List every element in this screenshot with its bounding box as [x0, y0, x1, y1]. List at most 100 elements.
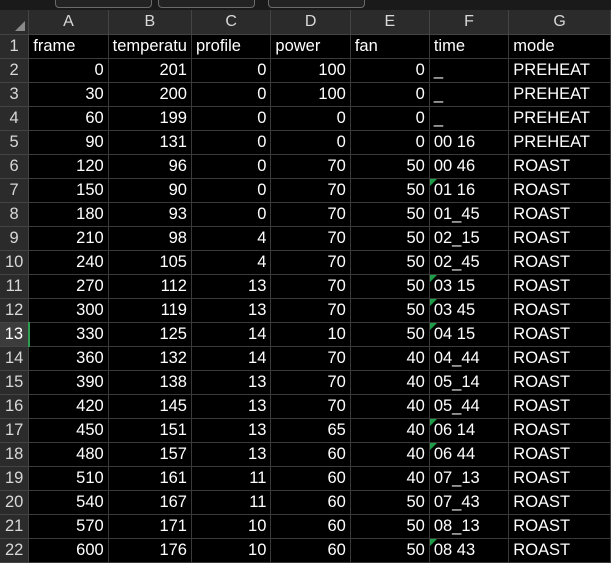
header-cell-mode[interactable]: mode	[508, 34, 611, 59]
cell-profile[interactable]: 4	[191, 250, 272, 275]
row-header[interactable]: 20	[0, 490, 30, 515]
cell-profile[interactable]: 13	[191, 298, 272, 323]
cell-power[interactable]: 70	[270, 370, 351, 395]
cell-power[interactable]: 60	[270, 490, 351, 515]
cell-temperature[interactable]: 201	[108, 58, 192, 83]
cell-power[interactable]: 100	[270, 58, 351, 83]
cell-power[interactable]: 70	[270, 346, 351, 371]
cell-profile[interactable]: 13	[191, 394, 272, 419]
cell-frame[interactable]: 210	[28, 226, 109, 251]
row-header[interactable]: 11	[0, 274, 30, 299]
row-header[interactable]: 4	[0, 106, 30, 131]
cell-frame[interactable]: 0	[28, 58, 109, 83]
header-cell-profile[interactable]: profile	[191, 34, 272, 59]
cell-frame[interactable]: 300	[28, 298, 109, 323]
cell-temperature[interactable]: 132	[108, 346, 192, 371]
cell-fan[interactable]: 50	[350, 178, 430, 203]
cell-power[interactable]: 60	[270, 514, 351, 539]
header-cell-temperature[interactable]: temperatu	[108, 34, 192, 59]
ribbon-tab[interactable]	[55, 0, 152, 8]
row-header[interactable]: 2	[0, 58, 30, 83]
cell-mode[interactable]: PREHEAT	[508, 82, 611, 107]
cell-mode[interactable]: ROAST	[508, 538, 611, 563]
cell-profile[interactable]: 11	[191, 466, 272, 491]
row-header[interactable]: 14	[0, 346, 30, 371]
cell-time[interactable]: 03 15	[429, 274, 510, 299]
cell-mode[interactable]: ROAST	[508, 442, 611, 467]
cell-time[interactable]: 00 16	[429, 130, 510, 155]
cell-temperature[interactable]: 119	[108, 298, 192, 323]
cell-frame[interactable]: 120	[28, 154, 109, 179]
cell-profile[interactable]: 10	[191, 538, 272, 563]
cell-profile[interactable]: 13	[191, 370, 272, 395]
cell-frame[interactable]: 240	[28, 250, 109, 275]
cell-temperature[interactable]: 98	[108, 226, 192, 251]
row-header[interactable]: 17	[0, 418, 30, 443]
cell-temperature[interactable]: 138	[108, 370, 192, 395]
row-header[interactable]: 21	[0, 514, 30, 539]
cell-mode[interactable]: ROAST	[508, 250, 611, 275]
cell-mode[interactable]: PREHEAT	[508, 58, 611, 83]
column-header-f[interactable]: F	[429, 10, 510, 35]
cell-mode[interactable]: ROAST	[508, 346, 611, 371]
cell-time[interactable]: _	[429, 58, 510, 83]
cell-time[interactable]: 01_45	[429, 202, 510, 227]
cell-fan[interactable]: 40	[350, 442, 430, 467]
cell-fan[interactable]: 0	[350, 58, 430, 83]
cell-temperature[interactable]: 157	[108, 442, 192, 467]
cell-power[interactable]: 60	[270, 466, 351, 491]
cell-temperature[interactable]: 96	[108, 154, 192, 179]
cell-frame[interactable]: 90	[28, 130, 109, 155]
cell-time[interactable]: 02_15	[429, 226, 510, 251]
cell-temperature[interactable]: 176	[108, 538, 192, 563]
cell-temperature[interactable]: 200	[108, 82, 192, 107]
cell-frame[interactable]: 570	[28, 514, 109, 539]
cell-mode[interactable]: ROAST	[508, 154, 611, 179]
cell-frame[interactable]: 270	[28, 274, 109, 299]
cell-power[interactable]: 0	[270, 106, 351, 131]
cell-profile[interactable]: 0	[191, 58, 272, 83]
cell-power[interactable]: 70	[270, 202, 351, 227]
cell-power[interactable]: 70	[270, 178, 351, 203]
cell-fan[interactable]: 0	[350, 82, 430, 107]
cell-frame[interactable]: 180	[28, 202, 109, 227]
select-all-button[interactable]	[0, 10, 30, 35]
cell-profile[interactable]: 14	[191, 322, 272, 347]
cell-mode[interactable]: ROAST	[508, 178, 611, 203]
cell-time[interactable]: 04 15	[429, 322, 510, 347]
row-header[interactable]: 3	[0, 82, 30, 107]
cell-frame[interactable]: 60	[28, 106, 109, 131]
column-header-e[interactable]: E	[350, 10, 430, 35]
cell-profile[interactable]: 0	[191, 178, 272, 203]
cell-time[interactable]: 05_14	[429, 370, 510, 395]
cell-frame[interactable]: 150	[28, 178, 109, 203]
row-header[interactable]: 12	[0, 298, 30, 323]
cell-time[interactable]: 06 14	[429, 418, 510, 443]
cell-temperature[interactable]: 167	[108, 490, 192, 515]
cell-profile[interactable]: 0	[191, 154, 272, 179]
cell-time[interactable]: 02_45	[429, 250, 510, 275]
cell-mode[interactable]: ROAST	[508, 514, 611, 539]
row-header[interactable]: 18	[0, 442, 30, 467]
cell-mode[interactable]: ROAST	[508, 370, 611, 395]
cell-power[interactable]: 60	[270, 538, 351, 563]
cell-temperature[interactable]: 90	[108, 178, 192, 203]
cell-profile[interactable]: 13	[191, 274, 272, 299]
cell-frame[interactable]: 390	[28, 370, 109, 395]
cell-fan[interactable]: 40	[350, 370, 430, 395]
cell-time[interactable]: 07_13	[429, 466, 510, 491]
row-header[interactable]: 7	[0, 178, 30, 203]
cell-mode[interactable]: ROAST	[508, 274, 611, 299]
cell-time[interactable]: 01 16	[429, 178, 510, 203]
cell-profile[interactable]: 0	[191, 130, 272, 155]
cell-mode[interactable]: ROAST	[508, 202, 611, 227]
cell-temperature[interactable]: 125	[108, 322, 192, 347]
cell-fan[interactable]: 50	[350, 250, 430, 275]
cell-mode[interactable]: PREHEAT	[508, 130, 611, 155]
cell-frame[interactable]: 450	[28, 418, 109, 443]
header-cell-power[interactable]: power	[270, 34, 351, 59]
cell-profile[interactable]: 10	[191, 514, 272, 539]
cell-frame[interactable]: 540	[28, 490, 109, 515]
ribbon-tab[interactable]	[268, 0, 365, 8]
header-cell-time[interactable]: time	[429, 34, 510, 59]
